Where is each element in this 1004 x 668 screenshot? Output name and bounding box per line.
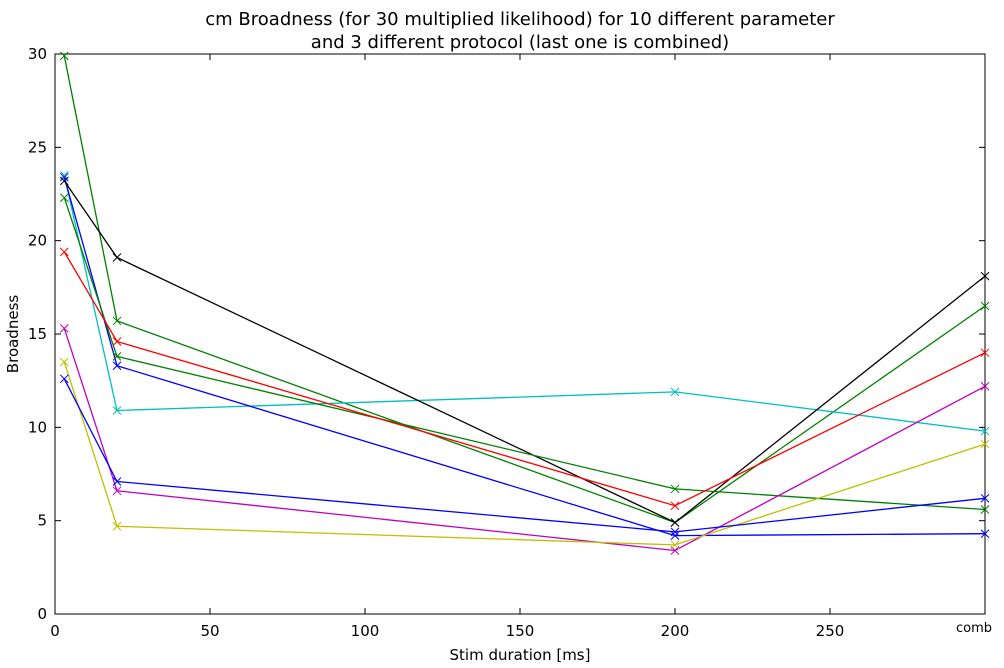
data-point-marker xyxy=(980,271,990,281)
series-6 xyxy=(59,247,990,511)
series-3 xyxy=(59,172,990,540)
data-point-marker xyxy=(670,540,680,550)
data-point-marker xyxy=(980,439,990,449)
x-tick-label: 250 xyxy=(816,622,845,640)
data-point-marker xyxy=(59,357,69,367)
tick-layer: 0 50 100 150 200 250 0 5 10 15 20 25 30 xyxy=(28,45,985,640)
y-axis-label: Broadness xyxy=(4,295,22,374)
data-point-marker xyxy=(59,51,69,61)
data-point-marker xyxy=(980,426,990,436)
x-tick-label: 200 xyxy=(661,622,690,640)
data-point-marker xyxy=(112,352,122,361)
y-tick-label: 20 xyxy=(28,232,47,250)
plot-frame xyxy=(54,53,986,615)
data-point-marker xyxy=(670,501,680,511)
series-5 xyxy=(59,193,990,514)
data-point-marker xyxy=(980,381,990,391)
data-point-marker xyxy=(980,348,990,358)
data-point-marker xyxy=(980,529,990,539)
series-7 xyxy=(59,324,990,555)
data-point-marker xyxy=(112,316,122,326)
series-line xyxy=(63,177,986,537)
data-point-marker xyxy=(670,527,680,537)
data-point-marker xyxy=(670,518,680,527)
x-axis-label: Stim duration [ms] xyxy=(450,646,591,664)
chart-title-line-2: and 3 different protocol (last one is co… xyxy=(311,32,729,53)
y-tick-label: 10 xyxy=(28,418,47,436)
data-point-marker xyxy=(980,505,990,514)
x-tick-label-comb: comb xyxy=(956,621,992,636)
series-4 xyxy=(59,176,990,527)
y-tick-label: 25 xyxy=(28,138,47,156)
data-point-marker xyxy=(112,486,122,496)
data-point-marker xyxy=(670,387,680,397)
data-point-marker xyxy=(59,193,69,203)
x-tick-label: 0 xyxy=(50,622,60,640)
series-line xyxy=(63,251,986,507)
data-point-marker xyxy=(59,324,69,333)
data-point-marker xyxy=(59,247,69,257)
y-tick-label: 15 xyxy=(28,325,47,343)
data-point-marker xyxy=(59,176,69,186)
y-tick-label: 0 xyxy=(37,605,47,623)
y-tick-label: 30 xyxy=(28,45,47,63)
series-8 xyxy=(59,357,990,550)
data-point-marker xyxy=(112,406,122,415)
data-point-marker xyxy=(670,531,680,540)
data-point-marker xyxy=(670,484,680,494)
series-line xyxy=(63,378,986,533)
series-layer xyxy=(59,51,990,555)
data-point-marker xyxy=(112,337,122,346)
series-9 xyxy=(59,374,990,537)
data-point-marker xyxy=(112,477,122,486)
data-point-marker xyxy=(59,172,69,182)
chart-title-line-1: cm Broadness (for 30 multiplied likeliho… xyxy=(205,9,835,30)
x-tick-label: 100 xyxy=(351,622,380,640)
series-line xyxy=(63,197,986,511)
x-tick-label: 50 xyxy=(200,622,219,640)
x-tick-label: 150 xyxy=(506,622,535,640)
data-point-marker xyxy=(112,253,122,262)
y-tick-label: 5 xyxy=(37,512,47,530)
series-line xyxy=(63,328,986,552)
data-point-marker xyxy=(112,521,122,531)
data-point-marker xyxy=(59,374,69,384)
series-line xyxy=(63,55,986,524)
series-line xyxy=(63,361,986,546)
data-point-marker xyxy=(980,493,990,503)
data-point-marker xyxy=(112,361,122,371)
data-point-marker xyxy=(980,301,990,311)
series-line xyxy=(63,175,986,432)
series-line xyxy=(63,180,986,524)
